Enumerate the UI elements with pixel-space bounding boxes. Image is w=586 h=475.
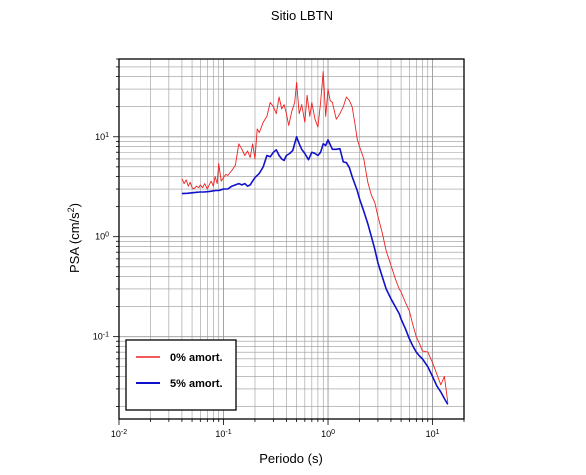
series-layer: [181, 71, 449, 405]
series-line-1: [181, 136, 449, 405]
legend-label-0: 0% amort.: [170, 352, 223, 364]
series-line-0: [181, 71, 449, 403]
y-axis-title: PSA (cm/s2): [66, 203, 82, 273]
x-tick-label: 10-1: [215, 429, 231, 440]
legend-label-1: 5% amort.: [170, 378, 223, 390]
plot-frame: [118, 58, 465, 420]
chart-title: Sitio LBTN: [271, 8, 333, 23]
x-tick-label: 100: [321, 429, 335, 440]
y-tick-label: 10-1: [93, 331, 109, 342]
x-tick-label: 101: [426, 429, 440, 440]
y-tick-label: 100: [95, 231, 109, 242]
y-axis-title-main: PSA (cm/s: [67, 212, 82, 273]
legend: 0% amort. 5% amort.: [125, 339, 237, 411]
y-axis-title-sup: 2: [66, 207, 76, 212]
legend-box: [125, 339, 237, 411]
y-axis-title-close: ): [67, 203, 82, 207]
axis-ticks: 10-2 10-1 100 101 10-1 100 101: [93, 58, 465, 440]
x-tick-label: 10-2: [111, 429, 127, 440]
y-tick-label: 101: [95, 131, 109, 142]
x-axis-title: Periodo (s): [259, 451, 323, 466]
